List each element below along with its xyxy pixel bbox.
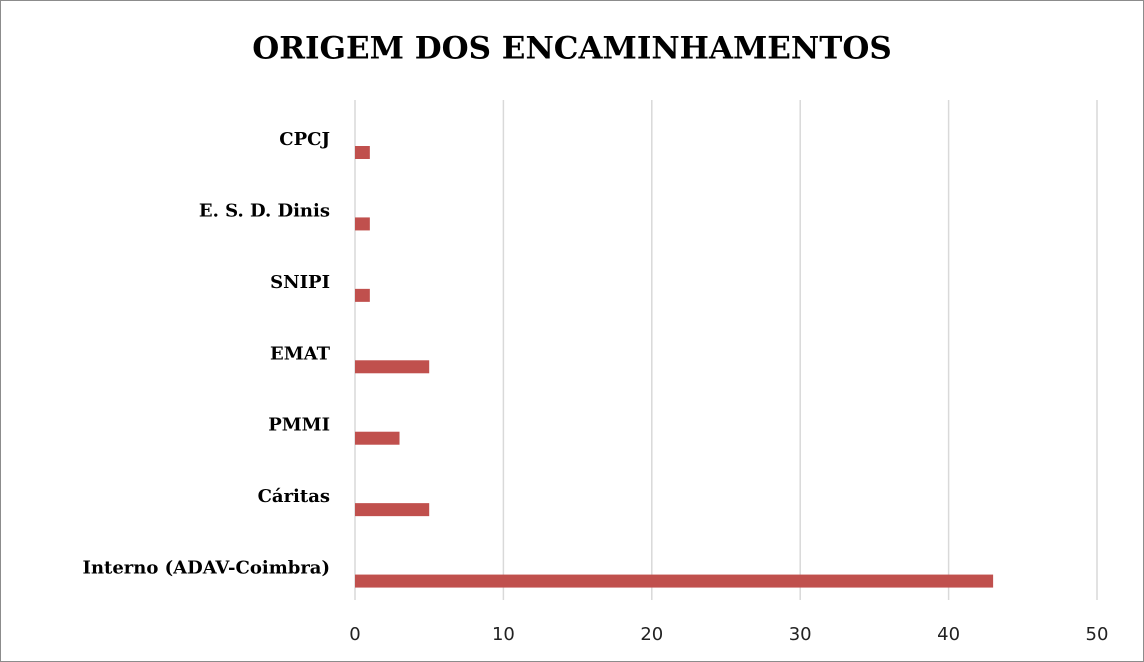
y-tick-label: PMMI [268, 415, 330, 436]
bar [355, 217, 370, 231]
y-tick-label: SNIPI [270, 272, 330, 293]
y-tick-label: Interno (ADAV-Coimbra) [83, 558, 330, 579]
x-tick-label: 0 [349, 624, 360, 645]
y-tick-label: Cáritas [258, 486, 330, 507]
y-tick-label: CPCJ [279, 129, 330, 150]
x-tick-label: 40 [937, 624, 960, 645]
bar [355, 503, 430, 517]
x-tick-label: 20 [640, 624, 663, 645]
bar [355, 360, 430, 374]
x-tick-label: 30 [789, 624, 812, 645]
bar [355, 431, 400, 445]
y-tick-label: E. S. D. Dinis [199, 200, 330, 221]
y-tick-label: EMAT [270, 343, 331, 364]
x-tick-label: 10 [492, 624, 515, 645]
bar [355, 288, 370, 302]
bar [355, 574, 994, 588]
x-tick-label: 50 [1086, 624, 1109, 645]
bar [355, 146, 370, 159]
chart-title: ORIGEM DOS ENCAMINHAMENTOS [252, 31, 891, 67]
